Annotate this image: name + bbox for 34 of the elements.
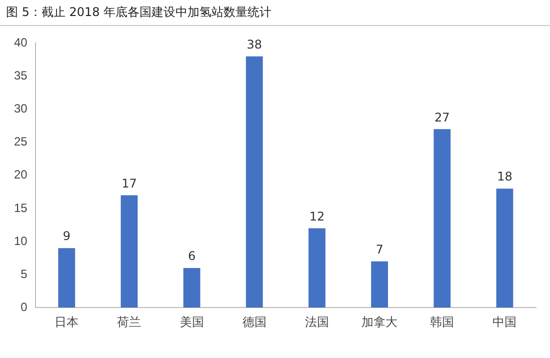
x-tick-label: 法国 xyxy=(304,315,329,330)
data-label: 38 xyxy=(246,38,262,52)
chart-title: 图 5：截止 2018 年底各国建设中加氢站数量统计 xyxy=(6,4,272,21)
x-tick-label: 韩国 xyxy=(430,315,454,330)
bar xyxy=(120,195,138,308)
data-label: 18 xyxy=(497,170,512,184)
x-tick-label: 加拿大 xyxy=(362,315,398,330)
bar xyxy=(308,228,326,308)
x-tick-label: 荷兰 xyxy=(117,315,142,330)
data-label: 17 xyxy=(122,176,137,190)
x-tick-label: 美国 xyxy=(180,315,204,330)
y-tick-label: 5 xyxy=(20,266,28,281)
data-label: 9 xyxy=(62,229,70,244)
x-tick-label: 日本 xyxy=(54,315,79,330)
data-label: 12 xyxy=(309,209,325,224)
y-tick-label: 30 xyxy=(14,102,28,116)
y-tick-label: 10 xyxy=(14,234,28,248)
y-tick-label: 25 xyxy=(14,134,28,149)
y-tick-label: 20 xyxy=(14,168,28,182)
bar xyxy=(58,248,76,308)
x-tick-label: 中国 xyxy=(492,315,517,330)
y-tick-label: 40 xyxy=(14,36,28,50)
bar xyxy=(371,261,388,308)
bar xyxy=(183,268,200,308)
bar xyxy=(496,188,514,308)
data-label: 7 xyxy=(376,242,384,256)
bar xyxy=(246,56,263,308)
y-tick-label: 35 xyxy=(14,68,28,83)
data-label: 27 xyxy=(434,110,450,124)
bar xyxy=(434,129,451,308)
y-tick-label: 15 xyxy=(14,200,28,215)
data-label: 6 xyxy=(188,249,196,264)
y-tick-label: 0 xyxy=(20,300,28,314)
x-tick-label: 德国 xyxy=(242,315,266,330)
